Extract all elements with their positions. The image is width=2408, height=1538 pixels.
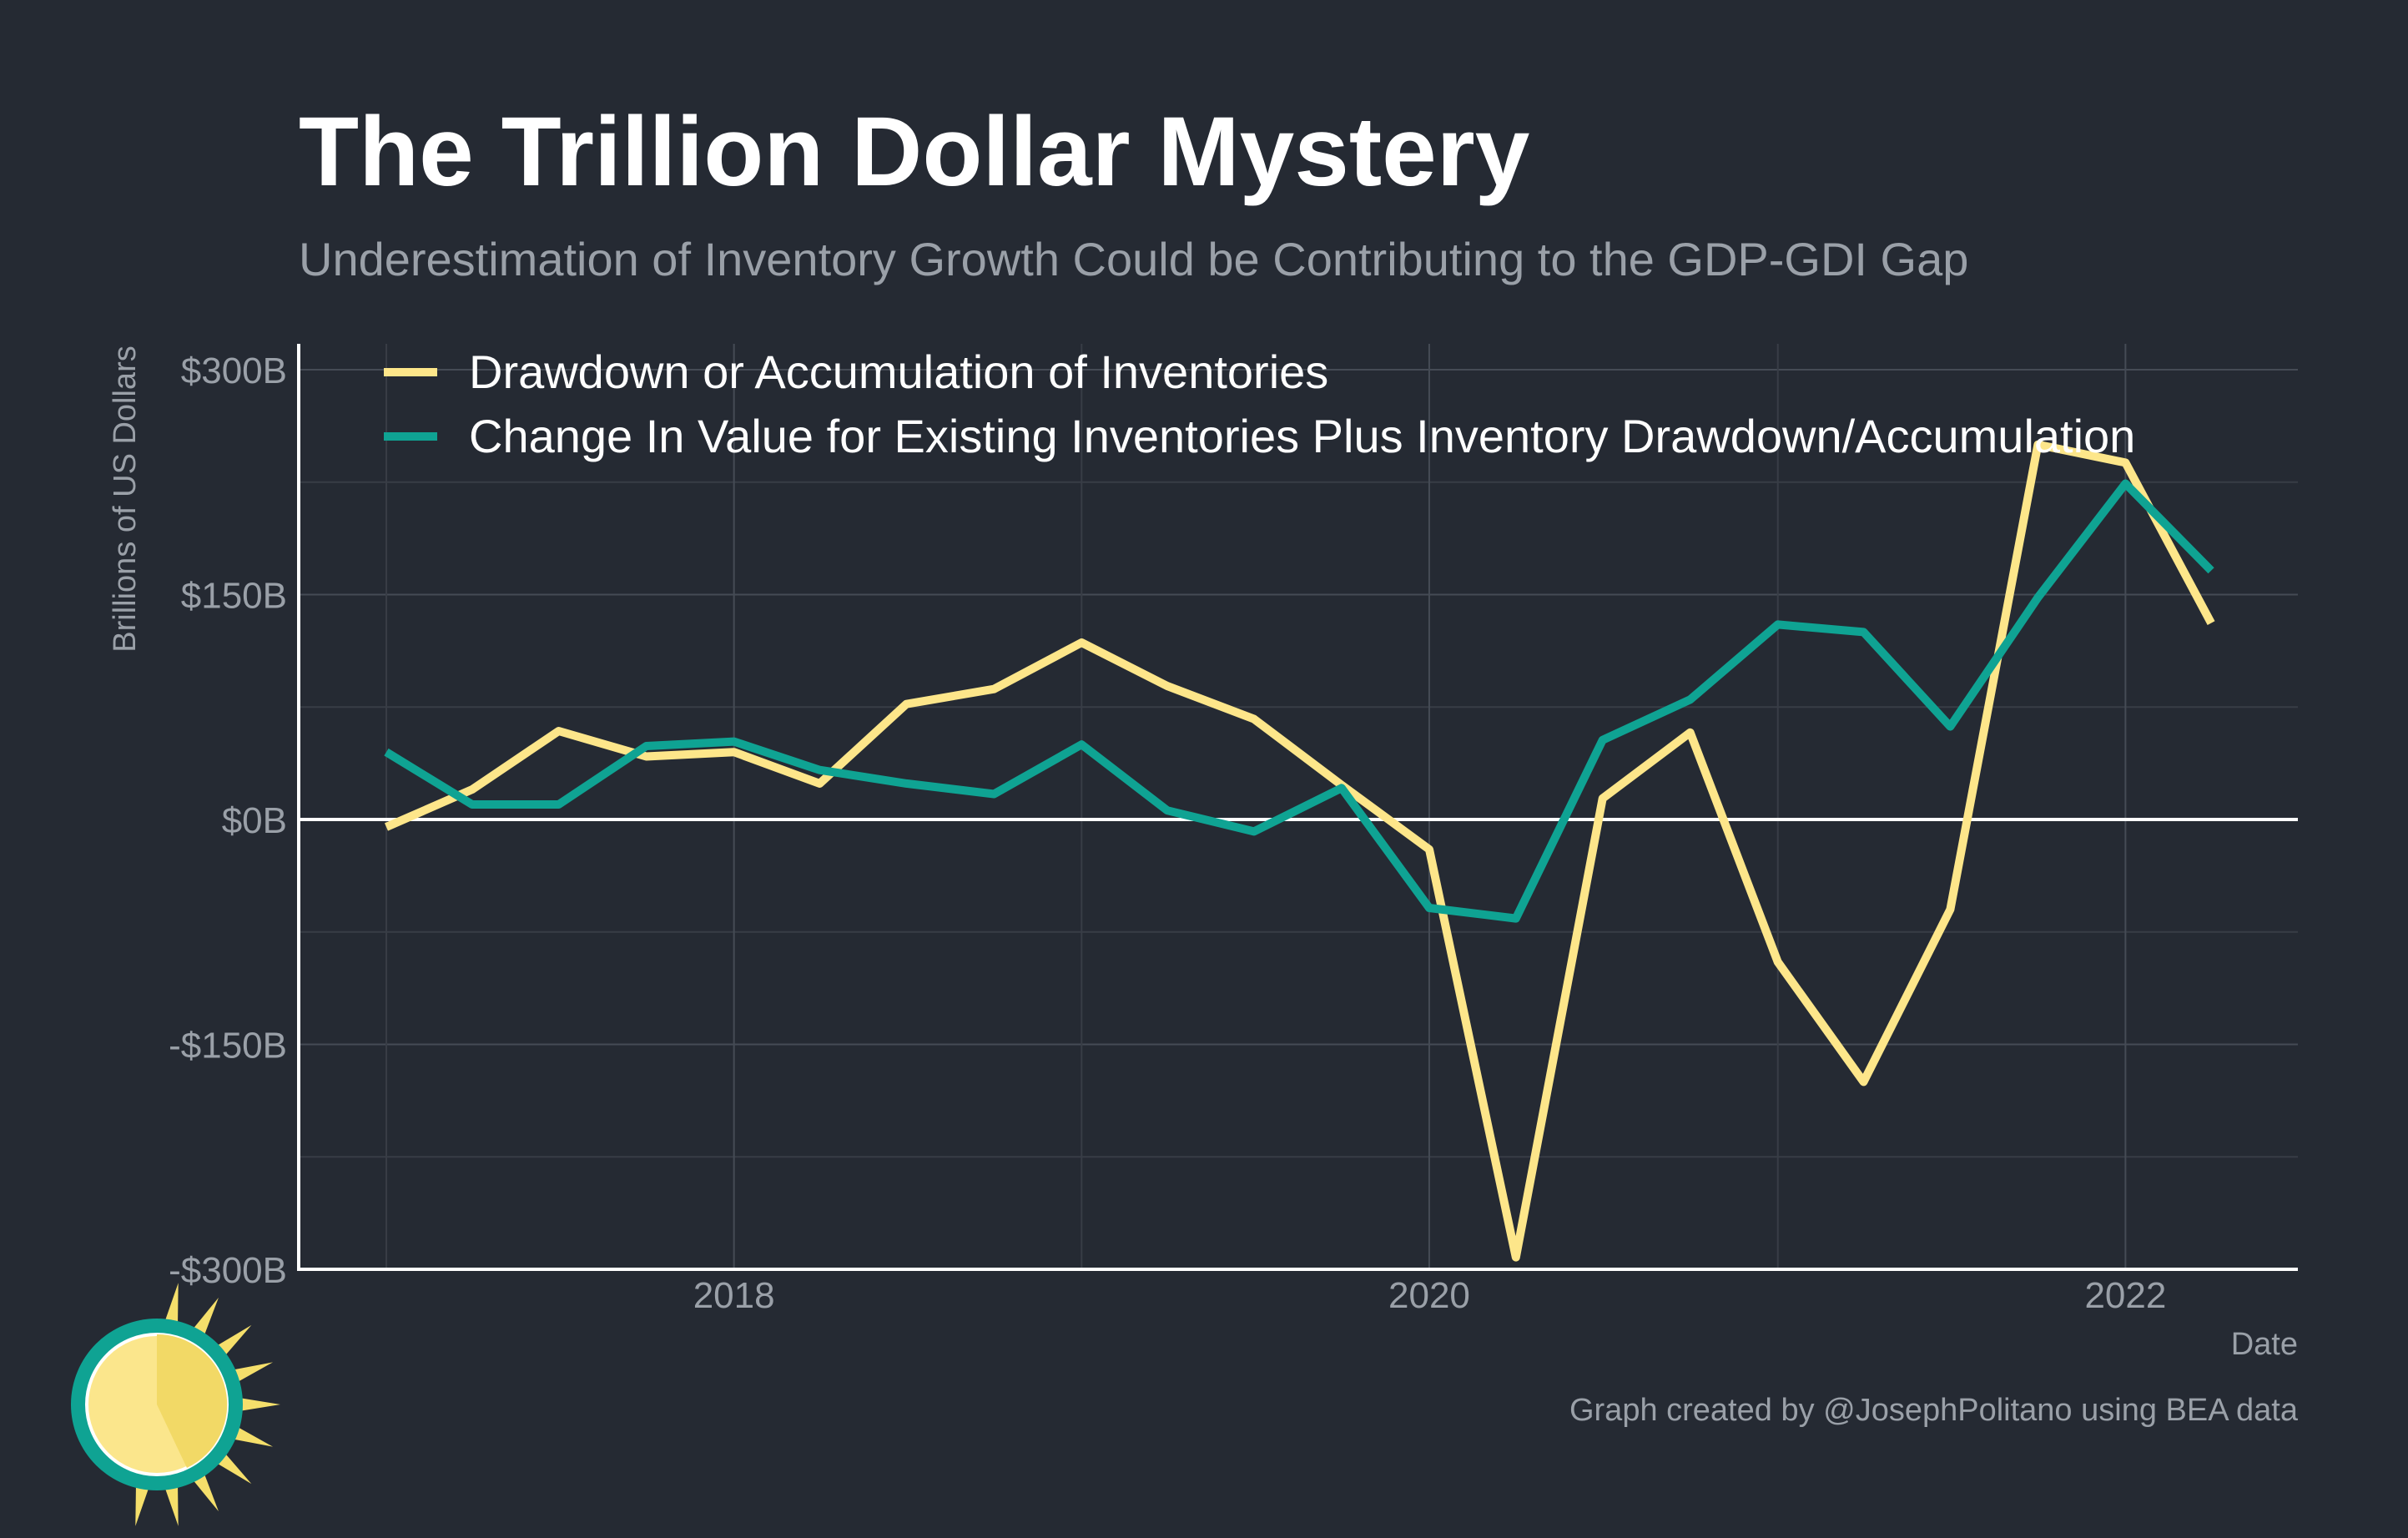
y-tick-label: -$300B bbox=[169, 1250, 287, 1291]
legend: Drawdown or Accumulation of Inventories C… bbox=[384, 345, 2135, 462]
series-line-2 bbox=[384, 479, 2214, 923]
x-tick-label: 2018 bbox=[693, 1275, 775, 1316]
sun-shade bbox=[157, 1334, 228, 1468]
caption: Graph created by @JosephPolitano using B… bbox=[1569, 1393, 2299, 1428]
y-tick-label: -$150B bbox=[169, 1026, 287, 1067]
y-tick-label: $150B bbox=[181, 576, 287, 617]
y-axis-title: Brillions of US Dollars bbox=[108, 345, 143, 652]
y-tick-labels: -$300B -$150B $0B $150B $300B bbox=[169, 350, 287, 1291]
series-line-1 bbox=[384, 440, 2215, 1262]
x-axis-title: Date bbox=[2231, 1327, 2298, 1362]
sun-logo bbox=[71, 1283, 280, 1526]
chart-subtitle: Underestimation of Inventory Growth Coul… bbox=[299, 233, 1968, 285]
legend-label-1: Drawdown or Accumulation of Inventories bbox=[469, 345, 1328, 398]
series-layer bbox=[384, 440, 2215, 1262]
legend-label-2: Change In Value for Existing Inventories… bbox=[469, 410, 2135, 462]
x-tick-label: 2020 bbox=[1388, 1275, 1470, 1316]
chart-title: The Trillion Dollar Mystery bbox=[299, 97, 1529, 207]
y-tick-label: $0B bbox=[222, 800, 287, 841]
y-tick-label: $300B bbox=[181, 350, 287, 391]
x-tick-labels: 2018 2020 2022 bbox=[693, 1275, 2167, 1316]
x-tick-label: 2022 bbox=[2084, 1275, 2166, 1316]
